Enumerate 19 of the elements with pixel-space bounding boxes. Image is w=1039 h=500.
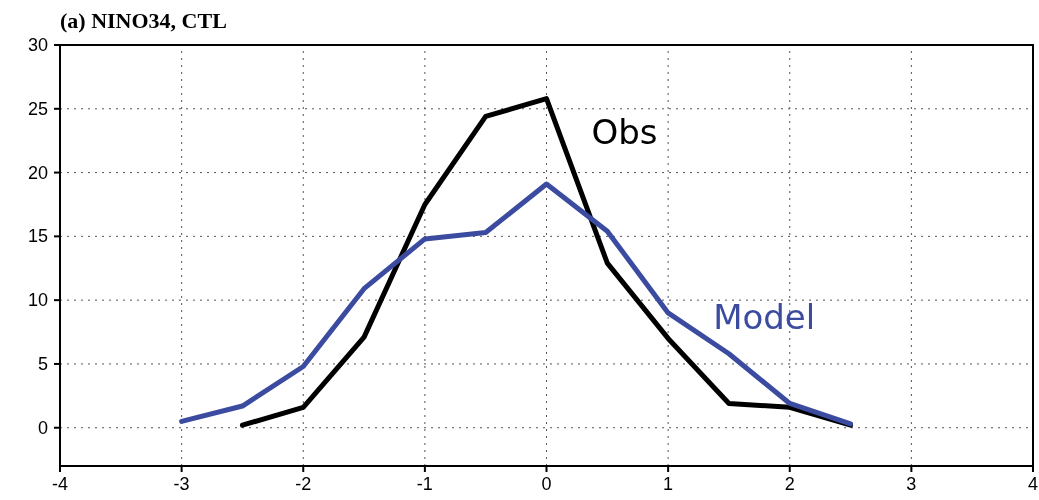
x-tick-label: 3	[906, 474, 917, 494]
y-tick-label: 15	[27, 226, 48, 247]
y-tick-label: 30	[27, 35, 48, 55]
chart-title: (a) NINO34, CTL	[60, 8, 227, 33]
x-tick-label: -4	[51, 474, 69, 494]
x-tick-label: 4	[1027, 474, 1039, 494]
x-tick-label: 0	[541, 474, 552, 494]
y-tick-label: 20	[27, 162, 48, 183]
x-tick-label: 1	[663, 474, 674, 494]
y-tick-label: 25	[27, 98, 48, 119]
series-label: Obs	[591, 111, 658, 152]
x-tick-label: -2	[295, 474, 312, 494]
x-tick-label: -1	[416, 474, 433, 494]
y-tick-label: 10	[27, 290, 48, 311]
y-tick-label: 5	[37, 353, 48, 374]
x-tick-label: 2	[784, 474, 795, 494]
x-tick-label: -3	[173, 474, 190, 494]
y-tick-label: 0	[37, 417, 48, 438]
series-label: Model	[713, 296, 816, 337]
